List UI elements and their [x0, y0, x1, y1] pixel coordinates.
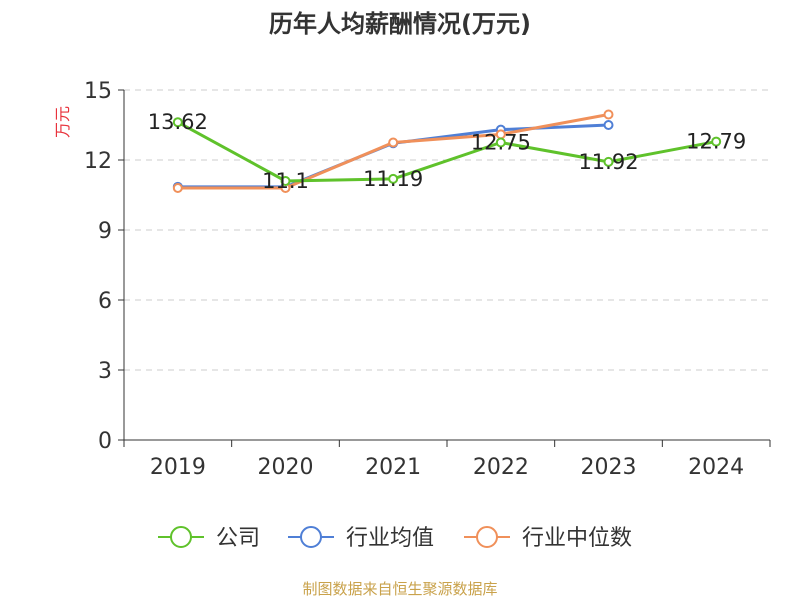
x-tick-label: 2022	[473, 455, 529, 480]
legend-item-2[interactable]: 行业中位数	[464, 526, 632, 551]
data-label: 12.75	[471, 131, 531, 155]
legend-swatch-marker	[170, 526, 192, 548]
legend-label: 行业均值	[346, 526, 434, 551]
data-point	[172, 183, 183, 193]
x-tick-label: 2019	[150, 455, 206, 480]
data-point	[603, 109, 614, 120]
series-line-0	[177, 120, 717, 183]
source-note: 制图数据来自恒生聚源数据库	[302, 580, 498, 598]
y-tick-label: 12	[84, 149, 112, 174]
y-tick-label: 6	[98, 289, 112, 314]
legend-item-0[interactable]: 公司	[158, 526, 260, 551]
data-label: 11.19	[363, 167, 423, 191]
x-tick-label: 2023	[581, 455, 637, 480]
legend[interactable]: 公司 行业均值 行业中位数	[158, 526, 632, 551]
grid-lines	[124, 89, 770, 371]
x-tick-label: 2021	[365, 455, 421, 480]
data-label: 11.92	[578, 150, 638, 174]
chart-title: 历年人均薪酬情况(万元)	[269, 10, 531, 38]
data-point	[388, 137, 399, 148]
y-tick-label: 3	[98, 359, 112, 384]
data-labels: 13.62 11.1 11.19 12.75 11.92 12.79	[148, 110, 746, 193]
y-tick-label: 0	[98, 429, 112, 454]
legend-swatch-marker	[300, 526, 322, 548]
data-point	[388, 173, 399, 184]
legend-item-1[interactable]: 行业均值	[288, 526, 434, 551]
axes: 0 3 6 9 12 15 2019 2020 2021 2022 2023 2024	[84, 79, 771, 480]
legend-label: 行业中位数	[522, 526, 632, 551]
data-point	[172, 117, 183, 128]
x-tick-label: 2020	[258, 455, 314, 480]
x-tick-label: 2024	[688, 455, 744, 480]
y-tick-label: 9	[98, 219, 112, 244]
data-point	[495, 137, 506, 148]
y-axis-title: 万元	[53, 106, 72, 138]
legend-label: 公司	[216, 526, 260, 551]
legend-swatch-marker	[476, 526, 498, 548]
series-lines	[172, 109, 722, 193]
data-label: 13.62	[148, 110, 208, 134]
data-point	[711, 136, 722, 147]
data-label: 12.79	[686, 130, 746, 154]
data-label: 11.1	[262, 169, 309, 193]
data-point	[280, 176, 291, 186]
data-point	[603, 120, 614, 130]
y-tick-label: 15	[84, 79, 112, 104]
data-point	[603, 156, 614, 167]
